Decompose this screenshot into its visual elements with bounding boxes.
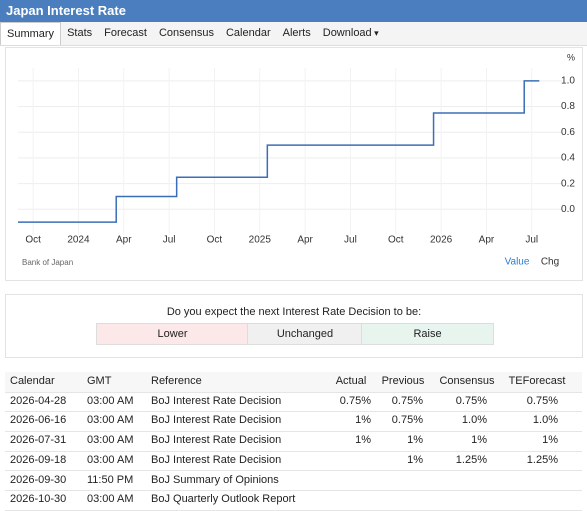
x-tick-label: Oct [25, 235, 41, 246]
rate-line [18, 80, 540, 223]
column-header: TEForecast [508, 375, 566, 387]
table-cell: 0.75% [391, 414, 423, 427]
poll-option[interactable]: Unchanged [247, 323, 363, 345]
table-cell: 2026-04-28 [10, 394, 67, 407]
column-header: Actual [335, 375, 367, 387]
page: Japan Interest Rate Summary Stats Forecast… [0, 0, 587, 500]
table-cell: 0.75% [339, 394, 371, 407]
page-title: Japan Interest Rate [6, 3, 126, 18]
table-row: 2026-06-16 03:00 AM BoJ Interest Rate Deci… [5, 411, 582, 433]
x-tick-label: Jul [163, 235, 176, 246]
tab[interactable]: Forecast [104, 27, 147, 39]
table-row: 2026-09-30 11:50 PM BoJ Summary of Opinion… [5, 471, 582, 492]
tab-bar: Summary Stats Forecast Consensus Calendar Ale… [0, 22, 587, 46]
column-header: Consensus [439, 375, 495, 387]
y-tick-label: 0.8 [561, 101, 575, 112]
table-row: 2026-07-31 03:00 AM BoJ Interest Rate Deci… [5, 431, 582, 452]
table-cell: 0.75% [391, 394, 423, 407]
table-cell: 1% [407, 434, 423, 447]
column-header: Reference [151, 375, 202, 387]
header-row: Calendar GMT Reference Actual Previous Consen… [5, 372, 582, 393]
toggle-button[interactable]: Chg [541, 257, 559, 268]
y-unit: % [567, 52, 575, 62]
table-row: 2026-10-30 03:00 AM BoJ Quarterly Outlook … [5, 490, 582, 511]
x-tick-label: 2025 [249, 235, 272, 246]
tab[interactable]: Consensus [158, 27, 214, 39]
column-header: Previous [381, 375, 425, 387]
table-cell: 03:00 AM [87, 414, 134, 427]
table-cell[interactable]: BoJ Interest Rate Decision [151, 434, 282, 447]
y-tick-label: 0.2 [561, 178, 575, 189]
toggle-button[interactable]: Value [505, 257, 530, 268]
table-cell: 2026-09-30 [10, 473, 67, 486]
y-tick-label: 1.0 [561, 75, 575, 86]
poll-option[interactable]: Lower [96, 323, 249, 345]
x-tick-label: 2026 [430, 235, 453, 246]
tab[interactable]: Stats [67, 27, 93, 39]
table-cell: 0.75% [455, 394, 487, 407]
y-tick-label: 0.6 [561, 127, 575, 138]
x-tick-label: Oct [388, 235, 404, 246]
tab[interactable]: Download [317, 22, 385, 45]
table-cell: 1.25% [455, 453, 487, 466]
table-cell[interactable]: BoJ Interest Rate Decision [151, 453, 282, 466]
tab[interactable]: Summary [0, 22, 62, 45]
x-tick-label: Oct [207, 235, 223, 246]
table-cell: 1.25% [526, 453, 558, 466]
tab[interactable]: Alerts [282, 27, 311, 39]
chart: 0.0 0.2 0.4 0.6 0.8 1.0% Oct 2024 Apr Jul Oct 2025 A… [18, 52, 575, 268]
poll-question: Do you expect the next Interest Rate Dec… [166, 306, 422, 318]
x-tick-label: Jul [344, 235, 357, 246]
table-cell: 03:00 AM [87, 434, 134, 447]
source: Bank of Japan [22, 258, 73, 267]
table-cell: 1% [355, 434, 371, 447]
table-cell: 1% [471, 434, 487, 447]
table-cell: 03:00 AM [87, 453, 134, 466]
table-cell[interactable]: BoJ Interest Rate Decision [151, 414, 282, 427]
title-bar: Japan Interest Rate [0, 0, 587, 22]
table-cell: 2026-09-18 [10, 453, 67, 466]
poll: Do you expect the next Interest Rate Dec… [5, 294, 583, 358]
y-tick-label: 0.4 [561, 153, 575, 164]
table-cell[interactable]: BoJ Interest Rate Decision [151, 394, 282, 407]
tab[interactable]: Calendar [225, 27, 271, 39]
x-tick-label: Apr [116, 235, 132, 246]
table-cell: 11:50 PM [87, 473, 134, 486]
table-cell: 2026-07-31 [10, 434, 67, 447]
y-tick-label: 0.0 [561, 204, 575, 215]
x-tick-label: Apr [297, 235, 313, 246]
x-tick-label: Jul [525, 235, 538, 246]
column-header: GMT [87, 375, 112, 387]
table-cell: 1% [355, 414, 371, 427]
x-tick-label: 2024 [67, 235, 90, 246]
table-cell: 1% [407, 453, 423, 466]
table-cell: 2026-06-16 [10, 414, 67, 427]
x-tick-label: Apr [479, 235, 495, 246]
table-cell: 1% [542, 434, 558, 447]
column-header: Calendar [10, 375, 55, 387]
table-cell: 1.0% [461, 414, 487, 427]
table-cell: 03:00 AM [87, 394, 134, 407]
poll-option[interactable]: Raise [361, 323, 494, 345]
table-row: 2026-04-28 03:00 AM BoJ Interest Rate Deci… [5, 392, 582, 413]
chart-panel [5, 47, 583, 281]
table-cell: 1.0% [532, 414, 558, 427]
table-row: 2026-09-18 03:00 AM BoJ Interest Rate Deci… [5, 451, 582, 472]
table-cell[interactable]: BoJ Summary of Opinions [151, 473, 279, 486]
table-cell: 0.75% [526, 394, 558, 407]
